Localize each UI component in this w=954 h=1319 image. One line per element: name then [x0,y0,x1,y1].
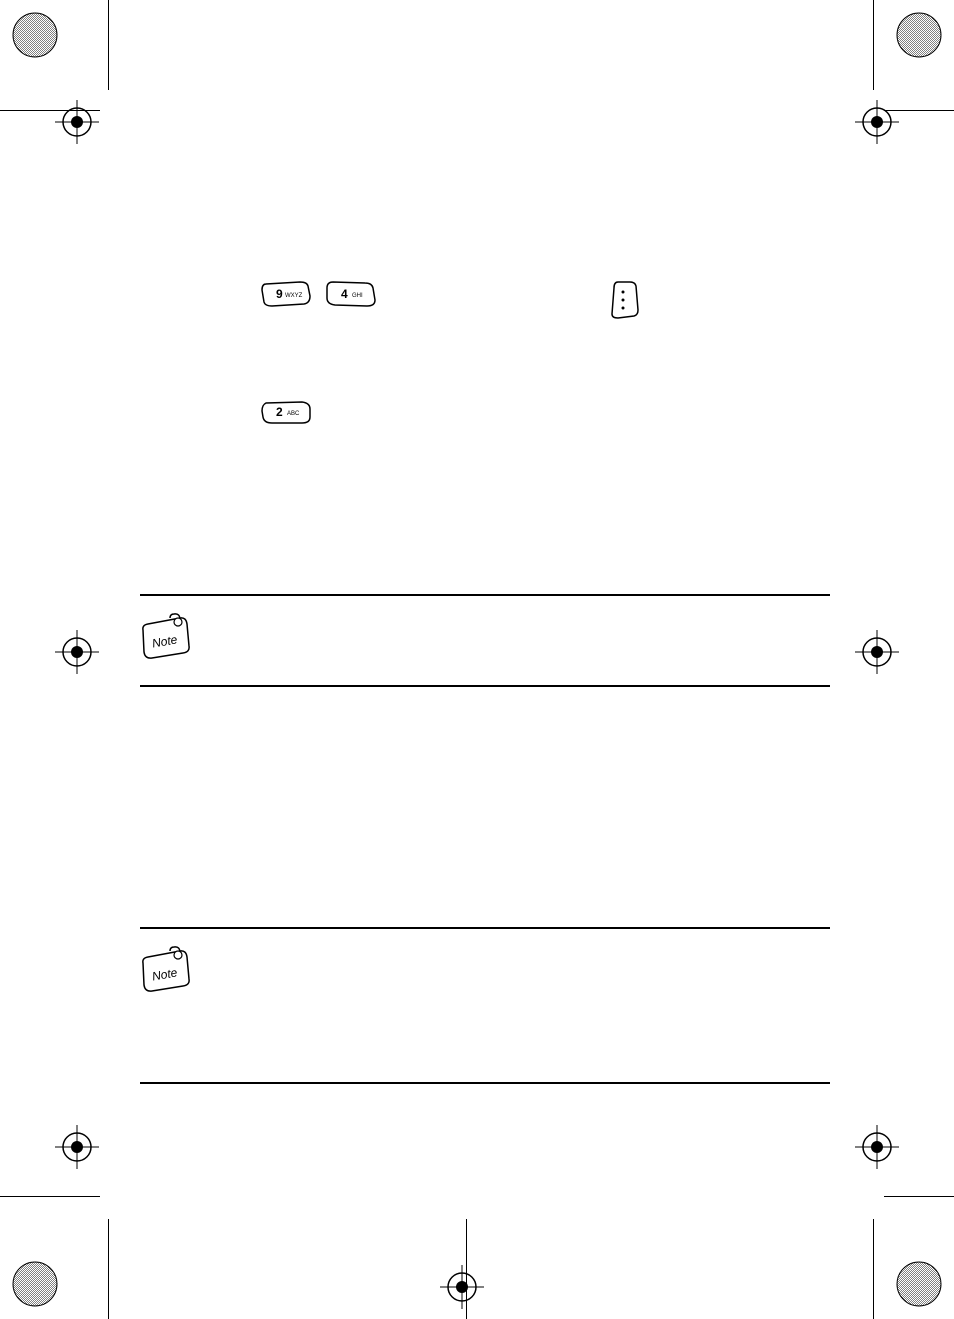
crop-line [884,1196,954,1197]
registration-mark-mr [855,630,899,674]
registration-mark-tl [55,100,99,144]
crop-mark-corner-tr [894,10,944,60]
crop-line [0,110,100,111]
crop-line [466,1219,467,1319]
registration-mark-br [855,1125,899,1169]
svg-text:ABC: ABC [287,411,300,417]
key-9-icon: 9WXYZ [260,280,312,313]
note-block-2: Note [140,949,830,998]
key-2-icon: 2 ABC [260,397,312,430]
svg-text:GHI: GHI [352,293,363,299]
divider-line [140,1082,830,1084]
manual-page-content: 9WXYZ 4 GHI 2 ABC Note Note [140,280,830,1104]
svg-text:2: 2 [276,405,283,419]
note-icon: Note [140,612,194,665]
crop-line [108,1219,109,1319]
registration-mark-mb [440,1265,484,1309]
note-icon: Note [140,945,194,998]
crop-mark-corner-br [894,1259,944,1309]
crop-line [884,110,954,111]
crop-mark-corner-bl [10,1259,60,1309]
note-block-1: Note [140,616,830,665]
crop-line [873,1219,874,1319]
registration-mark-bl [55,1125,99,1169]
divider-line [140,685,830,687]
svg-text:WXYZ: WXYZ [285,293,303,299]
crop-line [108,0,109,90]
divider-line [140,927,830,929]
svg-text:4: 4 [341,287,348,301]
crop-mark-corner-tl [10,10,60,60]
registration-mark-ml [55,630,99,674]
crop-line [873,0,874,90]
divider-line [140,594,830,596]
registration-mark-tr [855,100,899,144]
svg-text:9: 9 [276,287,283,301]
key-4-icon: 4 GHI [325,280,377,313]
crop-line [0,1196,100,1197]
